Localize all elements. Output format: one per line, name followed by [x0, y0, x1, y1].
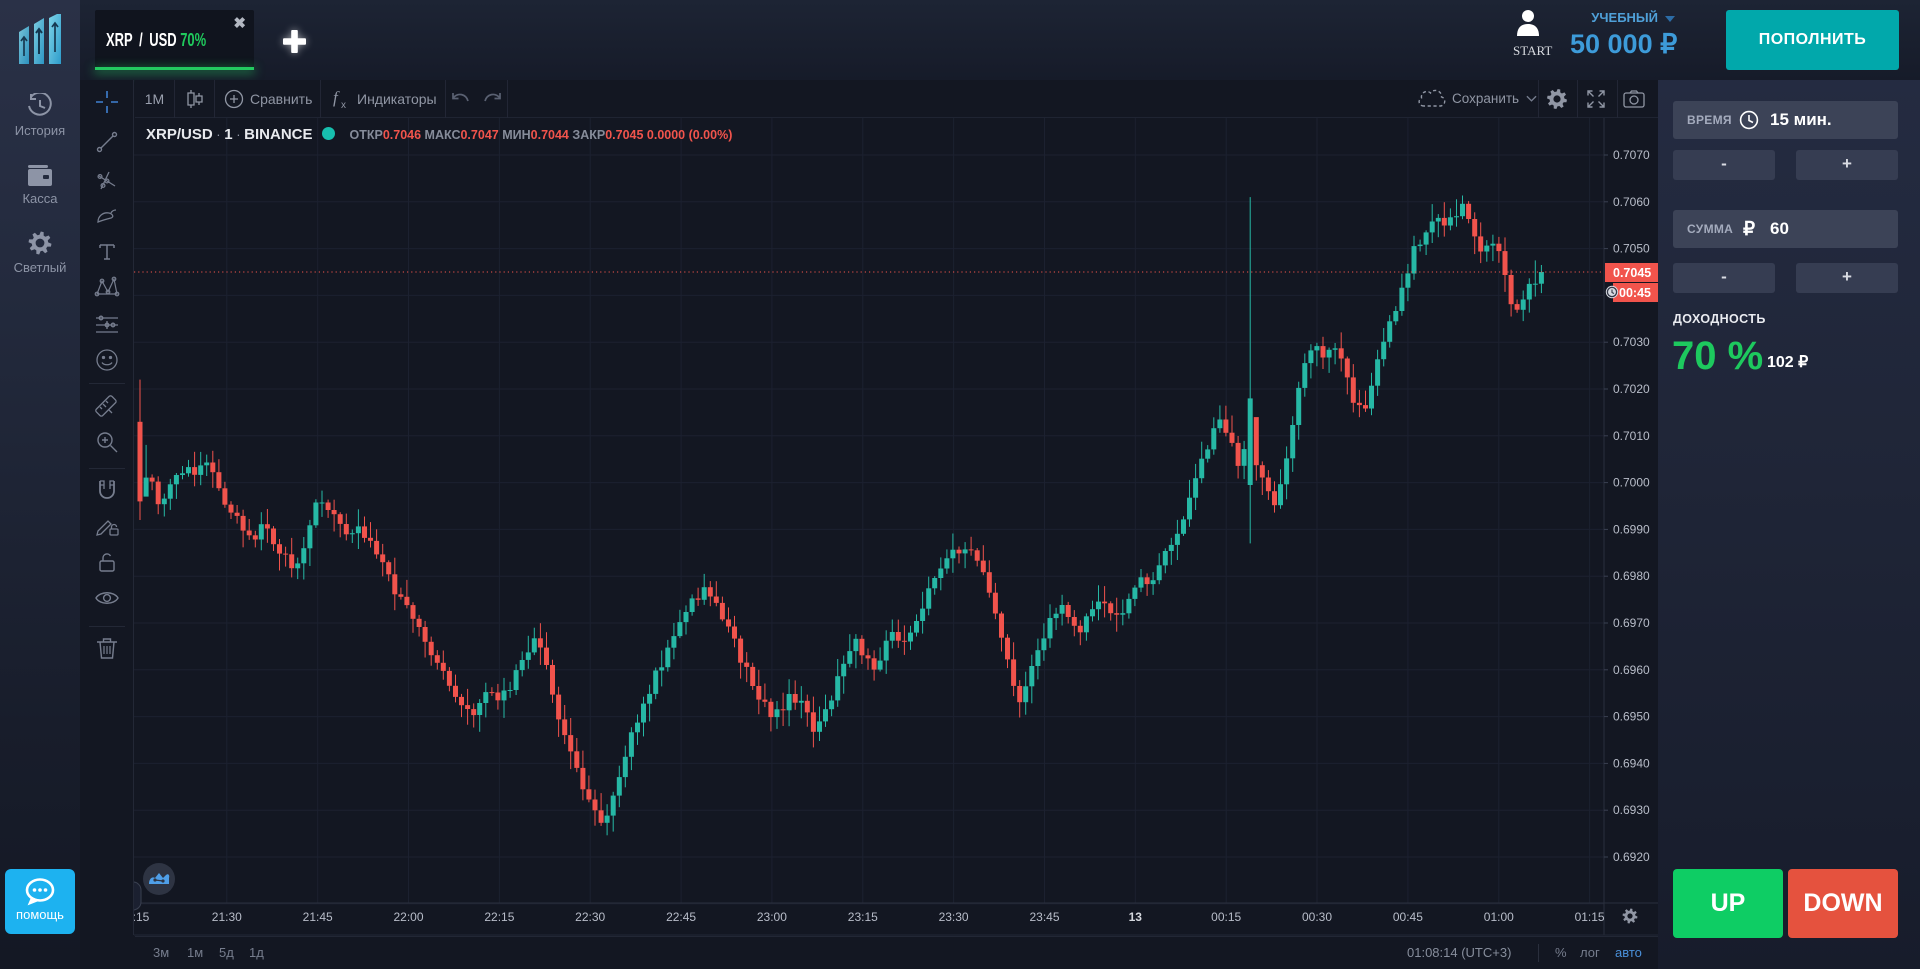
- svg-text::15: :15: [134, 910, 150, 924]
- svg-text:23:15: 23:15: [848, 910, 878, 924]
- svg-text:0.7060: 0.7060: [1613, 195, 1650, 209]
- svg-text:00:15: 00:15: [1211, 910, 1241, 924]
- svg-text:f: f: [333, 88, 340, 107]
- svg-text:0.7070: 0.7070: [1613, 148, 1650, 162]
- svg-text:00:45: 00:45: [1619, 286, 1651, 300]
- svg-text:0.7045: 0.7045: [1613, 266, 1651, 280]
- svg-text:0.6940: 0.6940: [1613, 756, 1650, 770]
- svg-text:0.6950: 0.6950: [1613, 710, 1650, 724]
- svg-text:00:30: 00:30: [1302, 910, 1332, 924]
- svg-text:23:45: 23:45: [1029, 910, 1059, 924]
- svg-text:22:00: 22:00: [393, 910, 423, 924]
- svg-text:01:00: 01:00: [1484, 910, 1514, 924]
- svg-text:23:00: 23:00: [757, 910, 787, 924]
- svg-text:22:45: 22:45: [666, 910, 696, 924]
- svg-text:0.6930: 0.6930: [1613, 803, 1650, 817]
- svg-text:0.7010: 0.7010: [1613, 429, 1650, 443]
- svg-text:x: x: [341, 100, 346, 110]
- svg-text:0.6960: 0.6960: [1613, 663, 1650, 677]
- svg-text:0.7030: 0.7030: [1613, 335, 1650, 349]
- svg-text:0.6970: 0.6970: [1613, 616, 1650, 630]
- svg-text:0.6920: 0.6920: [1613, 850, 1650, 864]
- svg-text:0.6990: 0.6990: [1613, 522, 1650, 536]
- svg-text:13: 13: [1129, 910, 1143, 924]
- svg-text:21:45: 21:45: [303, 910, 333, 924]
- svg-text:22:15: 22:15: [484, 910, 514, 924]
- svg-text:00:45: 00:45: [1393, 910, 1423, 924]
- svg-text:22:30: 22:30: [575, 910, 605, 924]
- svg-text:0.7050: 0.7050: [1613, 242, 1650, 256]
- svg-text:0.6980: 0.6980: [1613, 569, 1650, 583]
- svg-text:21:30: 21:30: [212, 910, 242, 924]
- svg-text:23:30: 23:30: [939, 910, 969, 924]
- svg-text:01:15: 01:15: [1575, 910, 1605, 924]
- svg-text:0.7020: 0.7020: [1613, 382, 1650, 396]
- svg-text:0.7000: 0.7000: [1613, 476, 1650, 490]
